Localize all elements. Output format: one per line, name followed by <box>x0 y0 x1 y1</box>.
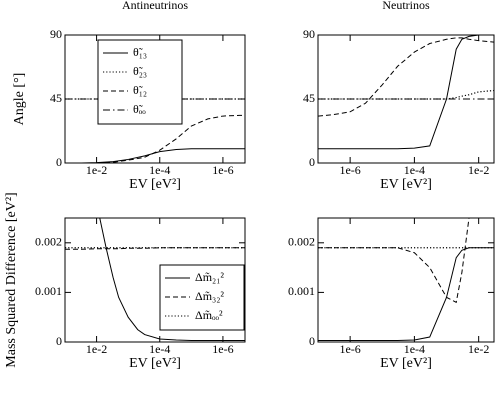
x-tick-label: 1e-2 <box>86 163 107 177</box>
series-line <box>318 247 494 342</box>
y-tick-label: 0.002 <box>35 235 62 249</box>
y-tick-label: 90 <box>303 27 315 41</box>
x-tick-label: 1e-2 <box>468 342 489 356</box>
legend-label: θ̃ₒₒ <box>133 102 146 116</box>
legend-label: Δm̃ₒₒ² <box>195 308 223 322</box>
x-tick-label: 1e-2 <box>468 163 489 177</box>
y-tick-label: 45 <box>50 91 62 105</box>
y-axis-label: Angle [°] <box>12 73 27 126</box>
plot-area <box>318 35 494 150</box>
legend-label: Δm̃₂₁² <box>195 270 224 284</box>
series-line <box>318 35 494 150</box>
y-axis-label: Mass Squared Difference [eV²] <box>4 192 19 367</box>
x-tick-label: 1e-2 <box>86 342 107 356</box>
plot-area <box>65 218 245 342</box>
x-tick-label: 1e-6 <box>212 342 233 356</box>
series-line <box>318 37 494 117</box>
y-tick-label: 0.002 <box>288 235 315 249</box>
y-tick-label: 45 <box>303 91 315 105</box>
plot-area <box>318 218 494 342</box>
plot-frame <box>317 217 495 343</box>
x-axis-label: EV [eV²] <box>129 356 181 371</box>
x-tick-label: 1e-6 <box>339 342 360 356</box>
legend-label: θ̃₁₂ <box>133 83 147 97</box>
series-line <box>318 89 494 100</box>
plot-area <box>65 98 245 163</box>
y-tick-label: 0 <box>309 334 315 348</box>
plot-frame <box>64 217 246 343</box>
chart-title: Antineutrinos <box>122 0 188 12</box>
y-tick-label: 0 <box>56 155 62 169</box>
series-line <box>99 218 245 342</box>
x-axis-label: EV [eV²] <box>380 177 432 192</box>
y-tick-label: 0 <box>56 334 62 348</box>
x-tick-label: 1e-6 <box>339 163 360 177</box>
x-tick-label: 1e-4 <box>404 342 425 356</box>
x-tick-label: 1e-4 <box>149 342 170 356</box>
x-axis-label: EV [eV²] <box>380 356 432 371</box>
series-line <box>65 114 245 163</box>
chart-title: Neutrinos <box>382 0 430 12</box>
legend-label: θ̃₂₃ <box>133 64 147 78</box>
legend-box <box>97 39 183 125</box>
x-tick-label: 1e-4 <box>149 163 170 177</box>
x-tick-label: 1e-6 <box>212 163 233 177</box>
y-tick-label: 0.001 <box>35 284 62 298</box>
legend-label: Δm̃₃₂² <box>195 289 224 303</box>
x-axis-label: EV [eV²] <box>129 177 181 192</box>
series-line <box>65 148 245 163</box>
y-tick-label: 0.001 <box>288 284 315 298</box>
series-line <box>318 218 470 304</box>
y-tick-label: 0 <box>309 155 315 169</box>
legend-label: θ̃₁₃ <box>133 45 147 59</box>
x-tick-label: 1e-4 <box>404 163 425 177</box>
y-tick-label: 90 <box>50 27 62 41</box>
